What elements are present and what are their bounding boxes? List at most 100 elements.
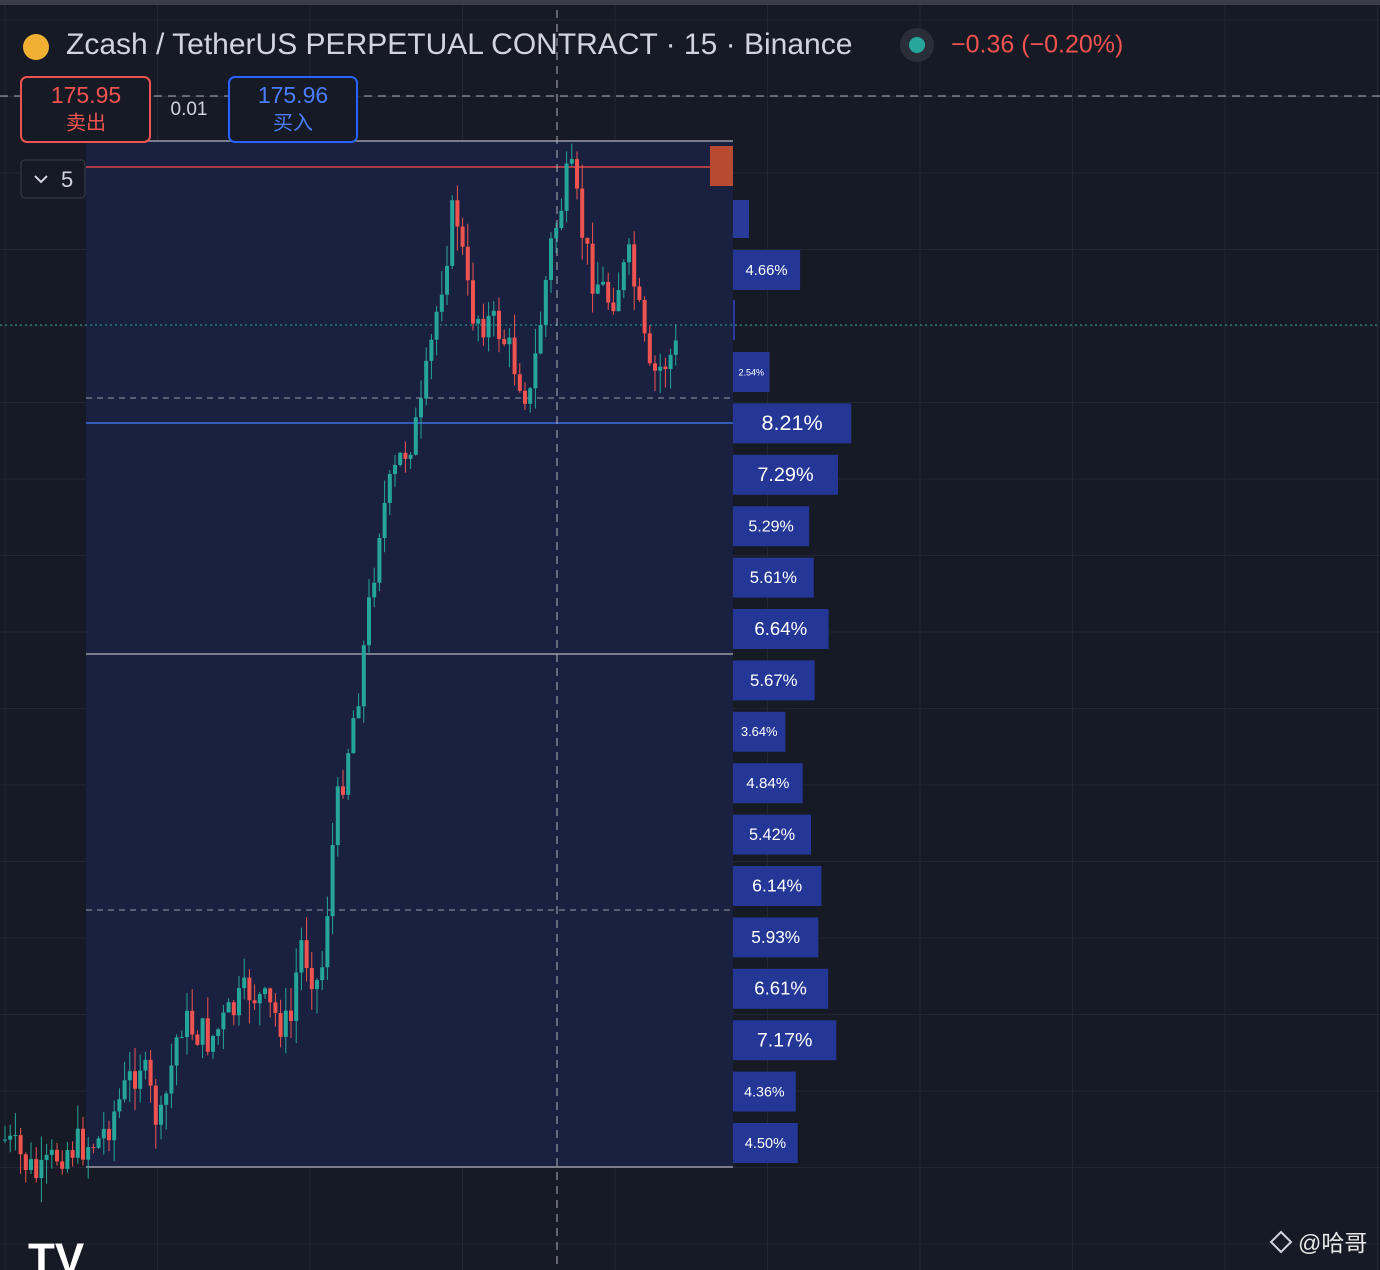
candle-body (497, 310, 501, 340)
spread: 0.01 (171, 99, 208, 120)
candle-body (231, 1002, 236, 1016)
candle-body (455, 200, 460, 227)
candle-body (159, 1104, 163, 1125)
candle-body (112, 1111, 117, 1141)
candle-body (211, 1036, 215, 1052)
buy-label: 买入 (273, 112, 313, 134)
candle-body (34, 1159, 39, 1179)
candle-body (70, 1150, 75, 1158)
candle-body (481, 318, 486, 338)
indicator-toggle[interactable] (20, 159, 86, 199)
candle-body (216, 1029, 221, 1037)
candle-body (263, 988, 267, 995)
candle-body (185, 1010, 189, 1038)
candle-body (585, 237, 590, 244)
candle-body (512, 337, 517, 375)
candle-body (268, 988, 273, 1003)
candle-body (601, 281, 605, 285)
candle-body (96, 1138, 101, 1148)
profile-label: 5.29% (748, 517, 794, 535)
candle-body (569, 159, 574, 164)
candle-body (174, 1037, 179, 1066)
buy-button[interactable] (228, 76, 358, 143)
profile-label: 4.36% (744, 1084, 785, 1100)
candle-body (237, 988, 241, 1016)
candle-body (663, 366, 668, 370)
candle-body (86, 1147, 91, 1160)
candle-body (528, 388, 533, 404)
candle-body (315, 980, 319, 990)
status-dot (909, 37, 925, 53)
candle-body (164, 1093, 169, 1105)
candle-body (549, 238, 553, 281)
indicator-count: 5 (61, 167, 73, 192)
candle-body (309, 967, 314, 990)
candle-body (190, 1010, 195, 1035)
candle-body (554, 227, 559, 239)
candle-body (169, 1065, 174, 1094)
candle-body (195, 1034, 200, 1045)
candle-body (673, 340, 678, 355)
coin-icon (23, 34, 49, 60)
profile-label: 6.64% (754, 618, 807, 639)
profile-bar (733, 866, 822, 906)
candle-body (273, 1002, 278, 1013)
candle-body (491, 310, 496, 316)
candle-body (377, 538, 382, 583)
candle-body (471, 280, 475, 324)
sell-label: 卖出 (66, 111, 106, 134)
candle-body (153, 1085, 158, 1125)
candle-body (632, 244, 637, 287)
price-change: −0.36 (−0.20%) (951, 31, 1123, 59)
candle-body (465, 246, 470, 281)
profile-label: 5.93% (751, 927, 800, 947)
sell-price: 175.95 (51, 82, 121, 108)
profile-top-bar (710, 146, 733, 186)
candle-body (507, 337, 512, 345)
profile-bar (733, 660, 815, 701)
candle-body (122, 1080, 127, 1100)
candle-body (39, 1159, 44, 1179)
sell-button[interactable] (20, 76, 151, 143)
candle-body (29, 1159, 33, 1171)
candle-body (294, 972, 299, 1021)
candle-body (616, 290, 621, 312)
candle-body (382, 502, 387, 539)
candle-body (658, 366, 663, 371)
candle-body (647, 333, 652, 364)
profile-label: 3.64% (741, 724, 778, 739)
candle-body (148, 1059, 153, 1086)
candle-body (439, 294, 444, 312)
profile-bar (733, 250, 801, 290)
candle-body (205, 1018, 210, 1052)
candle-body (611, 302, 616, 312)
candle-body (127, 1071, 132, 1081)
candle-body (91, 1147, 96, 1149)
candle-body (133, 1071, 137, 1089)
profile-label: 4.50% (745, 1136, 786, 1152)
candle-body (65, 1150, 70, 1169)
profile-bar (733, 711, 786, 752)
candle-body (403, 452, 408, 459)
candle-body (595, 284, 600, 294)
candle-body (18, 1135, 23, 1155)
candle-body (356, 706, 361, 719)
candle-body (257, 994, 262, 1004)
candle-body (101, 1128, 106, 1139)
candle-body (367, 597, 371, 646)
candle-body (325, 916, 330, 968)
candle-body (8, 1135, 13, 1140)
candle-body (419, 398, 423, 418)
candle-body (3, 1139, 7, 1141)
profile-bar (733, 814, 812, 855)
candle-body (398, 452, 403, 466)
candle-body (117, 1099, 122, 1112)
candle-body (564, 163, 569, 211)
watermark-icon (1269, 1230, 1293, 1254)
candle-body (408, 454, 413, 459)
profile-bar (733, 352, 770, 392)
candle-body (445, 265, 449, 295)
candle-body (23, 1154, 28, 1171)
